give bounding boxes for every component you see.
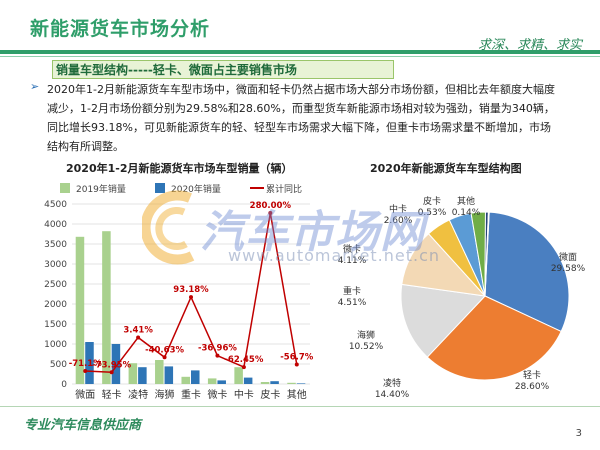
line-point bbox=[189, 295, 193, 300]
bar bbox=[111, 344, 121, 384]
x-tick-label: 微面 bbox=[75, 388, 95, 401]
pie-chart-title: 2020年新能源货车车型结构图 bbox=[370, 162, 522, 175]
line-point bbox=[136, 335, 141, 340]
pie-percent-label: 14.40% bbox=[375, 390, 410, 400]
bar bbox=[75, 236, 85, 384]
watermark-text: 汽车市场网 bbox=[200, 207, 425, 258]
pie-percent-label: 29.58% bbox=[551, 264, 586, 274]
data-label: -71.1% bbox=[69, 359, 102, 369]
bar bbox=[191, 370, 200, 384]
title-divider-thin bbox=[0, 56, 600, 57]
x-tick-label: 其他 bbox=[287, 388, 307, 401]
page-title: 新能源货车市场分析 bbox=[30, 18, 211, 40]
bar bbox=[260, 382, 270, 384]
pie-slice bbox=[400, 283, 487, 358]
data-label: 93.18% bbox=[173, 285, 209, 295]
title-divider bbox=[0, 50, 600, 54]
x-tick-label: 皮卡 bbox=[260, 388, 280, 401]
y-tick-label: 2000 bbox=[44, 300, 67, 310]
pie-label: 微卡 bbox=[343, 243, 361, 255]
line-point bbox=[109, 370, 114, 375]
watermark-logo-icon bbox=[142, 190, 195, 265]
bar bbox=[128, 363, 138, 384]
y-tick-label: 3500 bbox=[44, 240, 67, 250]
x-tick-label: 海狮 bbox=[155, 388, 175, 401]
section-title-box bbox=[52, 60, 394, 79]
pie-label: 中卡 bbox=[389, 203, 407, 215]
y-tick-label: 1500 bbox=[44, 320, 67, 330]
pie-percent-label: 0.14% bbox=[452, 208, 481, 218]
bar bbox=[270, 381, 279, 384]
pie-label: 海狮 bbox=[357, 329, 375, 341]
data-label: -56.7% bbox=[280, 353, 313, 363]
bar bbox=[217, 380, 226, 384]
pie-slice bbox=[484, 211, 490, 297]
line-point bbox=[215, 353, 220, 358]
bar bbox=[287, 382, 296, 384]
x-tick-label: 凌特 bbox=[128, 388, 148, 401]
pie-label: 皮卡 bbox=[423, 195, 441, 207]
pie-percent-label: 28.60% bbox=[515, 382, 550, 392]
y-tick-label: 2500 bbox=[44, 280, 67, 290]
pie-label: 其他 bbox=[457, 195, 475, 207]
x-tick-label: 轻卡 bbox=[102, 388, 122, 401]
bar bbox=[296, 383, 306, 384]
bar-chart: 0 500 1000 1500 2000 2500 3000 3500 4000 4500 2019… bbox=[44, 183, 314, 401]
pie-label: 微面 bbox=[559, 251, 577, 263]
pie-percent-label: 4.11% bbox=[338, 256, 367, 266]
y-tick-label: 0 bbox=[61, 380, 67, 390]
data-label: -62.45% bbox=[224, 355, 263, 365]
bar bbox=[181, 376, 190, 384]
bullet-arrow-icon: ➢ bbox=[30, 80, 40, 93]
x-tick-label: 重卡 bbox=[181, 388, 201, 401]
watermark-url: www.automarket.net.cn bbox=[228, 246, 441, 265]
pie-percent-label: 4.51% bbox=[338, 298, 367, 308]
bar bbox=[155, 360, 164, 384]
legend-swatch bbox=[155, 183, 165, 193]
pie-label: 重卡 bbox=[343, 285, 361, 297]
data-label: 280.00% bbox=[250, 201, 292, 211]
bar bbox=[102, 231, 111, 384]
bar bbox=[85, 342, 94, 384]
line-point bbox=[268, 211, 273, 215]
data-label: 3.41% bbox=[123, 325, 153, 335]
bar bbox=[207, 378, 217, 384]
pie-percent-label: 10.52% bbox=[349, 342, 384, 352]
pie-label: 凌特 bbox=[383, 377, 401, 389]
y-tick-label: 1000 bbox=[44, 340, 67, 350]
y-tick-label: 500 bbox=[50, 360, 67, 370]
bar bbox=[234, 367, 243, 384]
pie-slice bbox=[426, 295, 562, 381]
line-point bbox=[83, 368, 88, 373]
bar bbox=[164, 366, 174, 384]
legend-swatch bbox=[60, 183, 70, 193]
data-label: -36.96% bbox=[198, 344, 237, 354]
pie-slice bbox=[484, 211, 570, 333]
data-label: -40.63% bbox=[145, 345, 184, 355]
section-title: 销量车型结构-----轻卡、微面占主要销售市场 bbox=[56, 63, 297, 77]
data-label: -73.95% bbox=[92, 360, 131, 370]
slogan: 求深、求精、求实 bbox=[477, 38, 582, 53]
bar bbox=[243, 377, 253, 384]
pie-label: 轻卡 bbox=[523, 369, 541, 381]
footer-divider bbox=[0, 406, 600, 407]
y-tick-label: 3000 bbox=[44, 260, 67, 270]
x-tick-label: 中卡 bbox=[234, 388, 254, 401]
legend-label: 2019年销量 bbox=[76, 183, 126, 195]
summary-paragraph: 2020年1-2月新能源货车车型市场中，微面和轻卡仍然占据市场大部分市场份额，但… bbox=[47, 83, 555, 153]
pie-percent-label: 2.60% bbox=[384, 216, 413, 226]
line-point bbox=[162, 355, 167, 360]
page-number: 3 bbox=[575, 428, 582, 439]
y-tick-label: 4000 bbox=[44, 220, 67, 230]
pie-percent-label: 0.53% bbox=[418, 208, 447, 218]
bar-chart-title: 2020年1-2月新能源货车市场车型销量（辆） bbox=[66, 162, 293, 175]
line-point bbox=[241, 365, 246, 370]
line-point bbox=[294, 362, 299, 367]
x-tick-label: 微卡 bbox=[207, 388, 227, 401]
legend-label: 累计同比 bbox=[266, 183, 302, 195]
bar bbox=[138, 367, 147, 384]
footer-text: 专业汽车信息供应商 bbox=[24, 418, 142, 433]
y-tick-label: 4500 bbox=[44, 200, 67, 210]
